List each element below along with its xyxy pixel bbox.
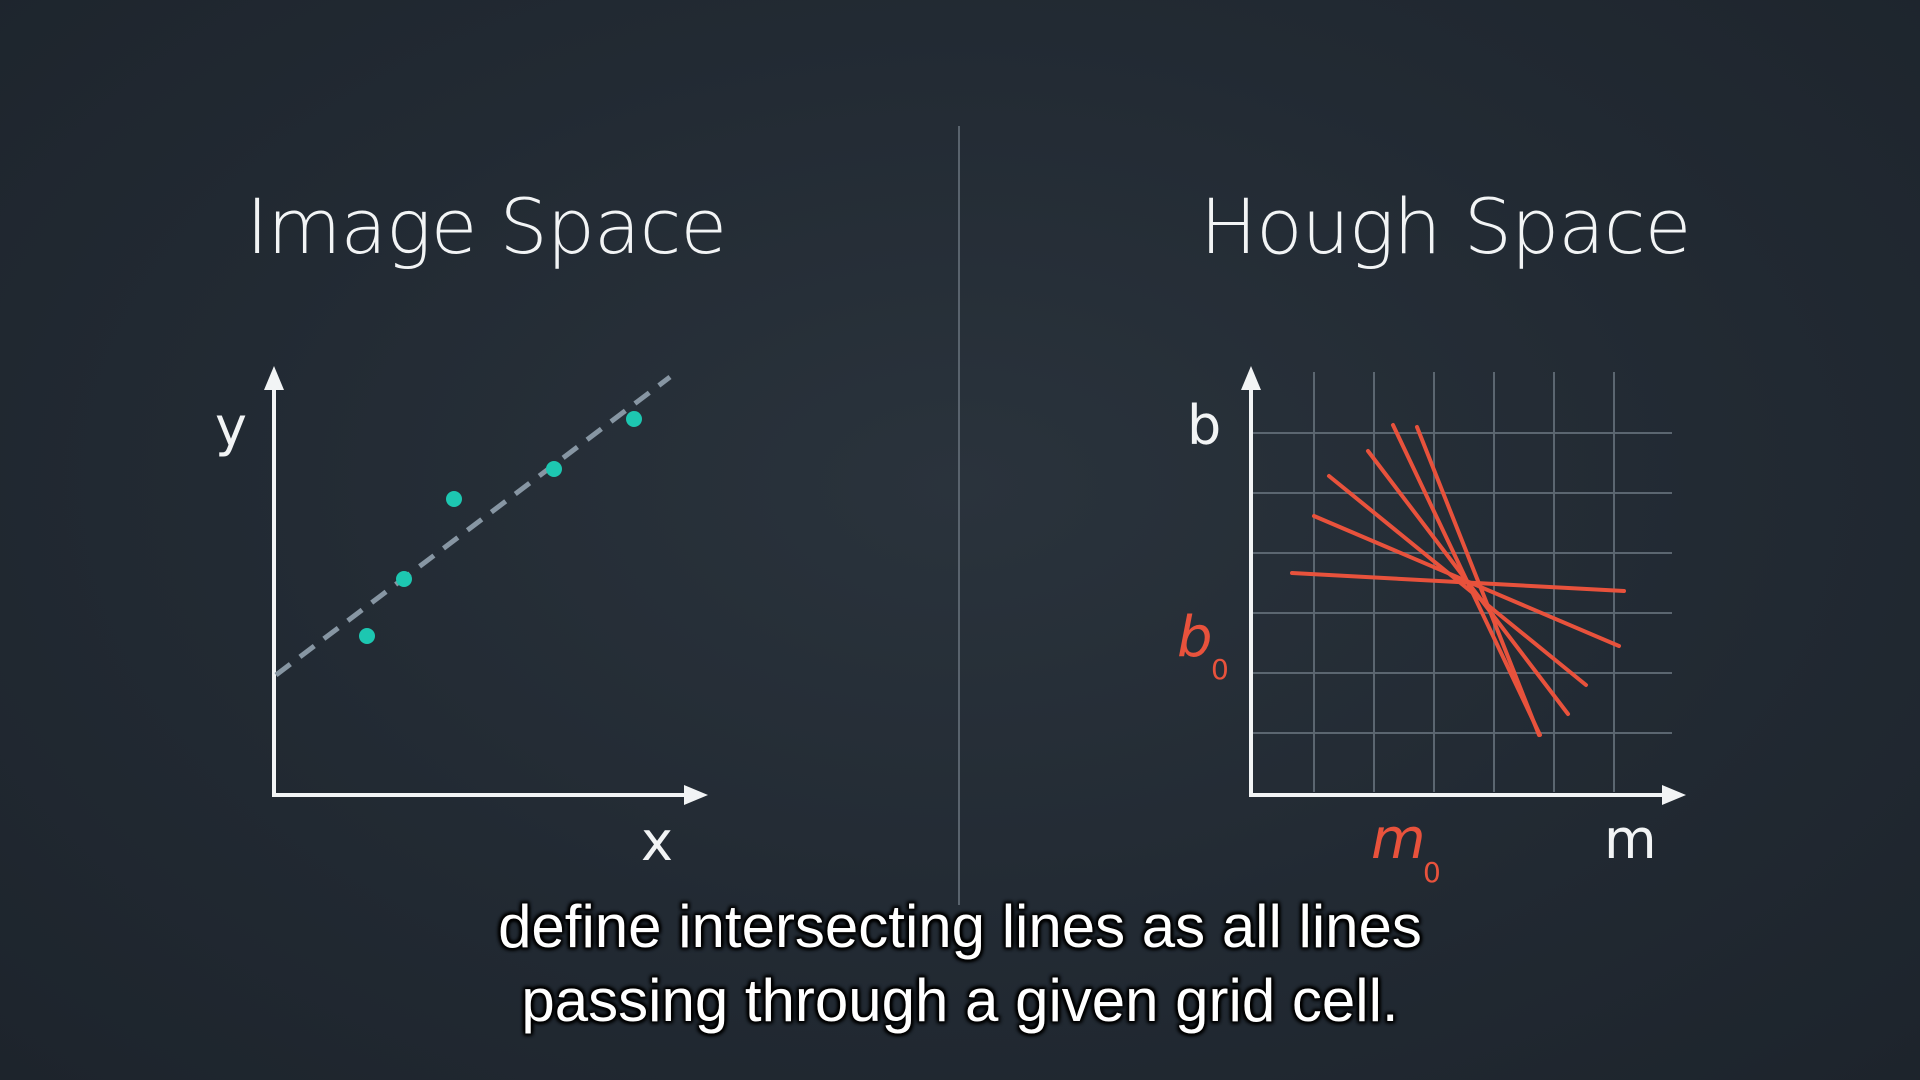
image-space-title: Image Space <box>246 182 727 271</box>
image-x-arrowhead <box>684 785 708 805</box>
dashed-fit-line <box>274 375 672 677</box>
image-x-label: x <box>641 810 673 873</box>
hough-b-arrowhead <box>1241 366 1261 390</box>
data-point <box>359 628 375 644</box>
hough-lines <box>1290 423 1626 737</box>
b0-subscript: 0 <box>1211 653 1229 686</box>
caption-line-2: passing through a given grid cell. <box>521 967 1399 1034</box>
hough-b-label: b <box>1187 394 1222 457</box>
hough-line <box>1327 474 1588 687</box>
b0-label: b <box>1177 605 1213 670</box>
data-point <box>446 491 462 507</box>
hough-line <box>1391 423 1542 737</box>
hough-m-label: m <box>1604 808 1657 871</box>
hough-space-title: Hough Space <box>1200 182 1691 271</box>
data-point <box>396 571 412 587</box>
data-point <box>626 411 642 427</box>
caption-line-1: define intersecting lines as all lines <box>498 893 1422 960</box>
image-y-arrowhead <box>264 366 284 390</box>
caption-subtitle: define intersecting lines as all lines p… <box>0 890 1920 1038</box>
data-point <box>546 461 562 477</box>
hough-m-arrowhead <box>1662 785 1686 805</box>
image-y-label: y <box>215 395 247 458</box>
m0-label: m <box>1371 807 1426 872</box>
hough-line <box>1415 425 1541 737</box>
m0-subscript: 0 <box>1423 856 1441 889</box>
